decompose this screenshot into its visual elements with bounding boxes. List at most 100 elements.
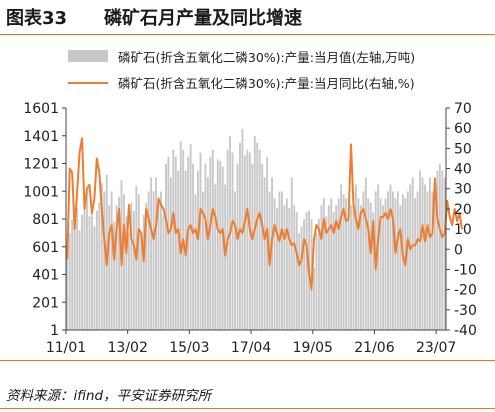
x-tick-label: 15/03 xyxy=(169,340,209,356)
bar-mark xyxy=(295,212,298,330)
bar-mark xyxy=(169,177,172,330)
bar-mark xyxy=(110,191,113,330)
bar-mark xyxy=(177,170,180,330)
bar-mark xyxy=(330,198,333,330)
bar-mark xyxy=(197,170,199,330)
bar-mark xyxy=(325,216,328,330)
y-left-tick-label: 201 xyxy=(32,295,59,311)
bar-mark xyxy=(125,216,128,330)
bar-mark xyxy=(362,191,365,330)
bar-mark xyxy=(187,156,190,330)
y-right-tick-label: 30 xyxy=(454,182,472,198)
bar-mark xyxy=(335,205,338,330)
bar-mark xyxy=(305,212,308,330)
bar-mark xyxy=(290,177,293,330)
bar-mark xyxy=(142,214,145,330)
bar-mark xyxy=(357,198,360,330)
bar-mark xyxy=(285,198,288,330)
bar-mark xyxy=(155,177,158,330)
bar-mark xyxy=(392,191,394,330)
bar-mark xyxy=(251,163,254,330)
bar-mark xyxy=(382,205,385,330)
x-tick-label: 23/07 xyxy=(416,340,456,356)
y-left-tick-label: 1401 xyxy=(23,129,59,145)
bar-mark xyxy=(364,177,367,330)
bar-mark xyxy=(298,233,301,330)
bar-mark xyxy=(441,170,444,330)
bar-mark xyxy=(399,205,402,330)
bar-mark xyxy=(231,152,234,330)
y-right-tick-label: -20 xyxy=(454,283,477,299)
bar-mark xyxy=(332,212,335,330)
bar-mark xyxy=(384,198,387,330)
bar-mark xyxy=(145,202,148,330)
bar-mark xyxy=(263,177,266,330)
bar-mark xyxy=(204,163,207,330)
y-right-tick-label: -30 xyxy=(454,303,477,319)
bar-mark xyxy=(355,184,357,330)
bar-mark xyxy=(359,205,362,330)
bar-mark xyxy=(377,184,380,330)
bar-mark xyxy=(288,208,291,330)
bar-mark xyxy=(248,152,251,330)
bar-mark xyxy=(130,202,133,330)
y-right-tick-label: -10 xyxy=(454,262,477,278)
bar-mark xyxy=(258,149,261,330)
bar-mark xyxy=(172,149,175,330)
bar-mark xyxy=(337,198,340,330)
bar-mark xyxy=(199,152,202,330)
bar-mark xyxy=(342,194,345,330)
bar-mark xyxy=(429,177,431,330)
bar-mark xyxy=(194,194,197,330)
bar-mark xyxy=(313,267,315,330)
bar-mark xyxy=(118,196,120,330)
bar-mark xyxy=(387,191,389,330)
bar-mark xyxy=(189,144,192,330)
bar-mark xyxy=(179,141,182,330)
bar-mark xyxy=(389,184,392,330)
y-left-tick-label: 1001 xyxy=(23,184,59,200)
legend-label-bar: 磷矿石(折含五氧化二磷30%):产量:当月值(左轴,万吨) xyxy=(118,50,416,65)
bar-mark xyxy=(424,184,426,330)
bar-mark xyxy=(140,233,143,330)
bar-mark xyxy=(71,219,74,330)
bar-mark xyxy=(379,198,382,330)
bar-mark xyxy=(152,191,155,330)
bar-mark xyxy=(147,191,150,330)
legend-swatch-line xyxy=(68,82,108,84)
bar-mark xyxy=(409,184,412,330)
bar-mark xyxy=(347,219,350,330)
bar-mark xyxy=(243,155,246,330)
yoy-growth-line xyxy=(66,137,464,291)
bar-mark xyxy=(438,163,441,330)
bar-mark xyxy=(90,213,93,330)
bar-mark xyxy=(113,221,116,330)
bar-mark xyxy=(280,191,283,330)
y-right-tick-label: 20 xyxy=(454,202,472,218)
bar-mark xyxy=(320,205,323,330)
bar-mark xyxy=(86,191,88,330)
y-right-tick-label: 40 xyxy=(454,162,472,178)
bar-mark xyxy=(165,163,167,330)
bar-mark xyxy=(137,194,140,330)
y-right-tick-label: -40 xyxy=(454,323,477,339)
bar-mark xyxy=(127,233,130,330)
bar-mark xyxy=(236,163,239,330)
bar-mark xyxy=(256,142,259,330)
bar-mark xyxy=(350,205,352,330)
bar-mark xyxy=(167,156,170,330)
bar-mark xyxy=(278,191,281,330)
bar-mark xyxy=(433,177,436,330)
bar-mark xyxy=(345,198,348,330)
bar-mark xyxy=(115,205,118,330)
bar-mark xyxy=(261,163,264,330)
bar-mark xyxy=(68,233,71,330)
bar-mark xyxy=(214,184,217,330)
bar-mark xyxy=(443,177,446,330)
bar-mark xyxy=(95,210,98,330)
figure-title: 磷矿石月产量及同比增速 xyxy=(104,8,302,29)
y-right-tick-label: 60 xyxy=(454,121,472,137)
bar-mark xyxy=(98,202,101,330)
bar-mark xyxy=(103,191,106,330)
bar-mark xyxy=(317,219,320,330)
